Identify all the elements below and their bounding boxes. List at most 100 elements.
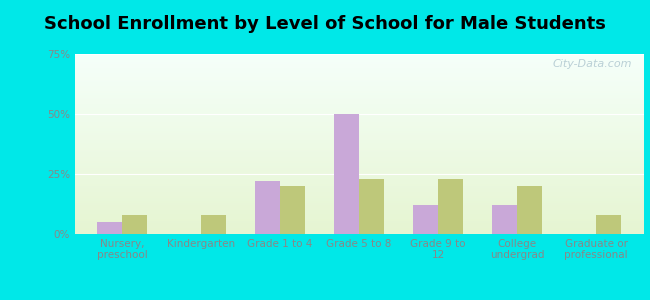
Bar [75,145,644,146]
Bar [75,131,644,132]
Bar [75,143,644,144]
Bar [75,184,644,185]
Bar [75,168,644,169]
Bar [75,202,644,203]
Bar [75,133,644,134]
Bar [75,159,644,160]
Bar [122,215,148,234]
Bar [75,69,644,70]
Bar [75,215,644,216]
Bar [75,68,644,69]
Bar [75,219,644,220]
Bar [75,207,644,208]
Bar [75,177,644,178]
Bar [75,225,644,226]
Bar [75,64,644,65]
Bar [75,86,644,87]
Bar [255,181,280,234]
Bar [75,199,644,200]
Bar [75,85,644,86]
Bar [75,59,644,60]
Bar [75,165,644,166]
Bar [75,117,644,118]
Bar [75,217,644,218]
Bar [75,135,644,136]
Bar [413,205,438,234]
Bar [75,127,644,128]
Bar [75,57,644,58]
Bar [75,103,644,104]
Bar [75,63,644,64]
Bar [75,112,644,113]
Bar [75,220,644,221]
Bar [75,196,644,197]
Bar [75,200,644,201]
Bar [75,118,644,119]
Bar [75,233,644,234]
Bar [75,132,644,133]
Bar [75,210,644,211]
Bar [75,76,644,77]
Bar [75,142,644,143]
Bar [75,211,644,212]
Bar [75,122,644,123]
Bar [75,55,644,56]
Bar [75,146,644,147]
Bar [75,172,644,173]
Bar [75,171,644,172]
Bar [75,106,644,107]
Bar [75,188,644,189]
Bar [75,93,644,94]
Bar [75,164,644,165]
Bar [75,128,644,129]
Bar [75,160,644,161]
Bar [75,205,644,206]
Bar [75,198,644,199]
Bar [75,209,644,210]
Bar [75,201,644,202]
Bar [75,148,644,149]
Bar [75,96,644,97]
Bar [75,183,644,184]
Bar [75,130,644,131]
Bar [75,125,644,126]
Bar [75,166,644,167]
Bar [75,203,644,204]
Bar [75,73,644,74]
Bar [75,108,644,109]
Bar [75,83,644,84]
Bar [75,84,644,85]
Bar [75,175,644,176]
Bar [75,222,644,223]
Bar [75,150,644,151]
Bar [75,119,644,120]
Bar [75,179,644,180]
Bar [75,141,644,142]
Bar [334,114,359,234]
Bar [75,178,644,179]
Bar [75,139,644,140]
Bar [75,163,644,164]
Bar [75,66,644,67]
Bar [75,224,644,225]
Bar [75,197,644,198]
Text: City-Data.com: City-Data.com [552,59,632,69]
Bar [75,157,644,158]
Bar [75,216,644,217]
Bar [75,56,644,57]
Bar [75,149,644,150]
Bar [75,67,644,68]
Bar [75,228,644,229]
Bar [75,110,644,111]
Bar [75,92,644,93]
Bar [596,215,621,234]
Bar [75,176,644,177]
Bar [75,208,644,209]
Bar [75,231,644,232]
Bar [75,134,644,135]
Bar [75,105,644,106]
Bar [75,77,644,78]
Bar [75,182,644,183]
Bar [75,185,644,186]
Bar [438,179,463,234]
